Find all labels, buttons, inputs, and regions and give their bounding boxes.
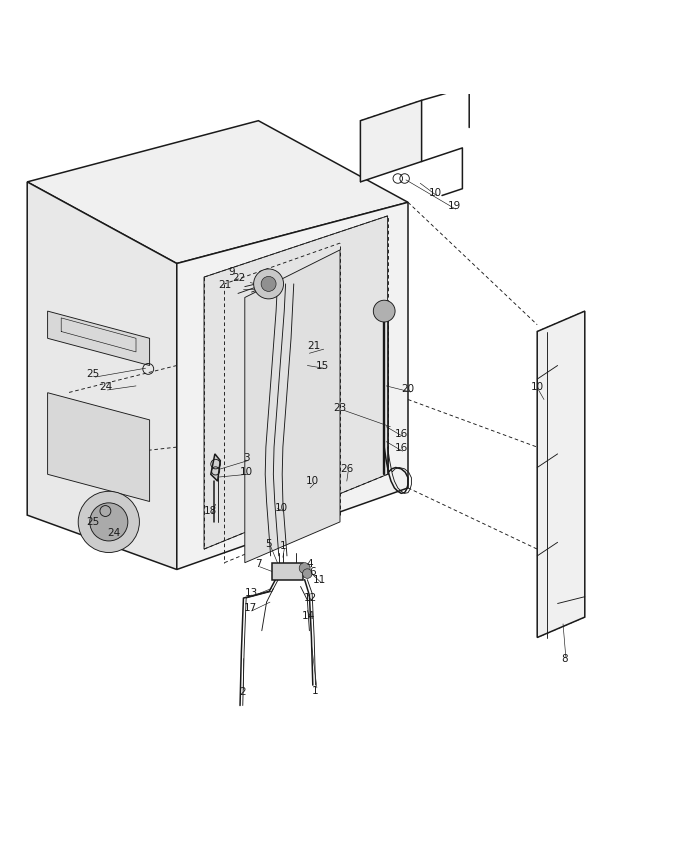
Polygon shape [48, 311, 150, 366]
Text: 16: 16 [394, 428, 408, 439]
Text: 10: 10 [306, 476, 320, 486]
Text: 3: 3 [243, 453, 250, 463]
Text: 20: 20 [401, 384, 415, 394]
Text: 1: 1 [279, 541, 286, 551]
Text: 13: 13 [245, 589, 258, 598]
Text: 24: 24 [99, 382, 112, 392]
Text: 19: 19 [447, 201, 461, 212]
Text: 17: 17 [243, 603, 257, 613]
Text: 18: 18 [204, 506, 218, 516]
Text: 15: 15 [316, 361, 329, 370]
Polygon shape [204, 216, 388, 549]
Text: 1: 1 [312, 686, 319, 695]
Polygon shape [48, 393, 150, 501]
Text: 2: 2 [239, 687, 245, 697]
Circle shape [373, 300, 395, 322]
Circle shape [254, 269, 284, 299]
Text: 21: 21 [307, 342, 321, 351]
Text: 6: 6 [309, 567, 316, 577]
Circle shape [78, 492, 139, 552]
Text: 16: 16 [394, 443, 408, 453]
Text: 23: 23 [333, 402, 347, 413]
Text: 14: 14 [302, 610, 316, 621]
Circle shape [303, 569, 312, 578]
Text: 10: 10 [239, 466, 253, 477]
Polygon shape [537, 311, 585, 637]
Polygon shape [211, 454, 220, 481]
Text: 11: 11 [313, 575, 326, 584]
Polygon shape [360, 101, 422, 182]
Text: 7: 7 [255, 559, 262, 569]
Polygon shape [177, 202, 408, 570]
Text: 25: 25 [86, 517, 99, 527]
Polygon shape [272, 563, 303, 580]
Text: 8: 8 [561, 655, 568, 664]
Text: 25: 25 [86, 369, 99, 380]
Text: 26: 26 [340, 464, 354, 474]
Text: 5: 5 [265, 538, 272, 549]
Text: 10: 10 [530, 382, 544, 392]
Circle shape [261, 277, 276, 291]
Polygon shape [245, 250, 340, 563]
Text: 21: 21 [218, 280, 231, 290]
Polygon shape [27, 182, 177, 570]
Circle shape [299, 563, 310, 574]
Text: 4: 4 [307, 559, 313, 569]
Polygon shape [27, 121, 408, 264]
Text: 12: 12 [303, 593, 317, 603]
Text: 22: 22 [233, 273, 246, 284]
Text: 24: 24 [107, 528, 120, 538]
Text: 9: 9 [228, 267, 235, 277]
Circle shape [90, 503, 128, 541]
Text: 10: 10 [428, 188, 442, 198]
Text: 10: 10 [275, 504, 288, 513]
